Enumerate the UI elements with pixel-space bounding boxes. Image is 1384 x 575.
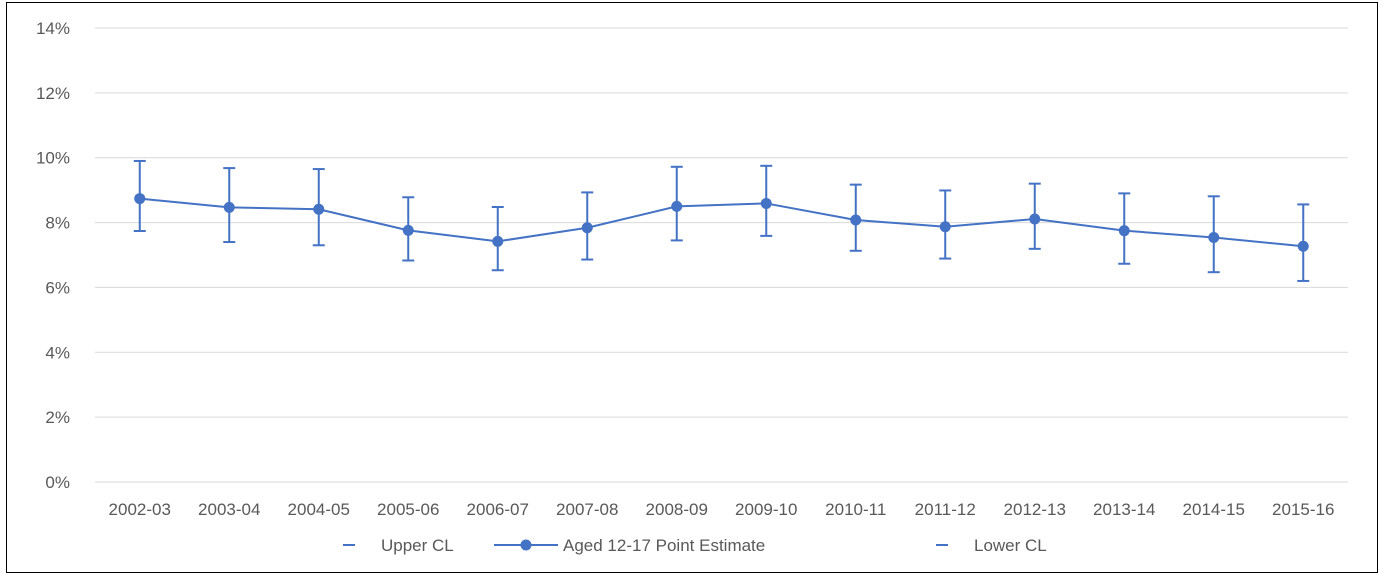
point-estimate-marker xyxy=(492,235,504,247)
x-axis-tick-labels: 2002-03 2003-04 2004-05 2005-06 2006-07 2007-… xyxy=(109,500,1335,519)
point-estimate-marker xyxy=(134,193,146,205)
legend-upper-cl-label: Upper CL xyxy=(381,536,454,555)
x-tick-label: 2003-04 xyxy=(198,500,260,519)
y-tick-label: 14% xyxy=(36,19,70,38)
x-tick-label: 2012-13 xyxy=(1004,500,1066,519)
y-axis-tick-labels: 0% 2% 4% 6% 8% 10% 12% 14% xyxy=(36,19,70,492)
point-estimate-marker xyxy=(223,201,235,213)
y-tick-label: 6% xyxy=(45,278,70,297)
point-estimate-marker xyxy=(1118,225,1130,237)
point-estimate-marker xyxy=(850,214,862,226)
point-estimate-series xyxy=(134,193,1309,252)
point-estimate-marker xyxy=(402,224,414,236)
legend-lower-cl-label: Lower CL xyxy=(974,536,1047,555)
point-estimate-marker xyxy=(939,221,951,233)
legend-point-estimate-marker xyxy=(520,539,532,551)
gridlines xyxy=(95,27,1348,483)
chart-frame: 0% 2% 4% 6% 8% 10% 12% 14% 2002-03 2003-04 2004-0… xyxy=(6,2,1378,573)
point-estimate-marker xyxy=(1297,240,1309,252)
x-tick-label: 2002-03 xyxy=(109,500,171,519)
y-tick-label: 12% xyxy=(36,84,70,103)
x-tick-label: 2015-16 xyxy=(1272,500,1334,519)
y-tick-label: 0% xyxy=(45,473,70,492)
point-estimate-marker xyxy=(760,197,772,209)
point-estimate-marker xyxy=(1208,231,1220,243)
x-tick-label: 2008-09 xyxy=(646,500,708,519)
y-tick-label: 4% xyxy=(45,343,70,362)
legend-point-estimate-label: Aged 12-17 Point Estimate xyxy=(563,536,765,555)
x-tick-label: 2011-12 xyxy=(915,500,976,519)
point-estimate-line xyxy=(139,197,1304,248)
x-tick-label: 2014-15 xyxy=(1183,500,1245,519)
x-tick-label: 2010-11 xyxy=(825,500,886,519)
point-estimate-marker xyxy=(313,203,325,215)
point-estimate-marker xyxy=(1029,213,1041,225)
x-tick-label: 2009-10 xyxy=(735,500,797,519)
y-tick-label: 2% xyxy=(45,408,70,427)
point-estimate-marker xyxy=(671,200,683,212)
x-tick-label: 2007-08 xyxy=(556,500,618,519)
legend: Upper CL Aged 12-17 Point Estimate Lower… xyxy=(343,536,1047,555)
x-tick-label: 2005-06 xyxy=(377,500,439,519)
y-tick-label: 8% xyxy=(45,214,70,233)
point-estimate-marker xyxy=(581,222,593,234)
confidence-interval-error-bars xyxy=(133,159,1310,282)
x-tick-label: 2006-07 xyxy=(467,500,529,519)
x-tick-label: 2004-05 xyxy=(288,500,350,519)
line-chart: 0% 2% 4% 6% 8% 10% 12% 14% 2002-03 2003-04 2004-0… xyxy=(36,19,1348,555)
y-tick-label: 10% xyxy=(36,149,70,168)
x-tick-label: 2013-14 xyxy=(1093,500,1155,519)
